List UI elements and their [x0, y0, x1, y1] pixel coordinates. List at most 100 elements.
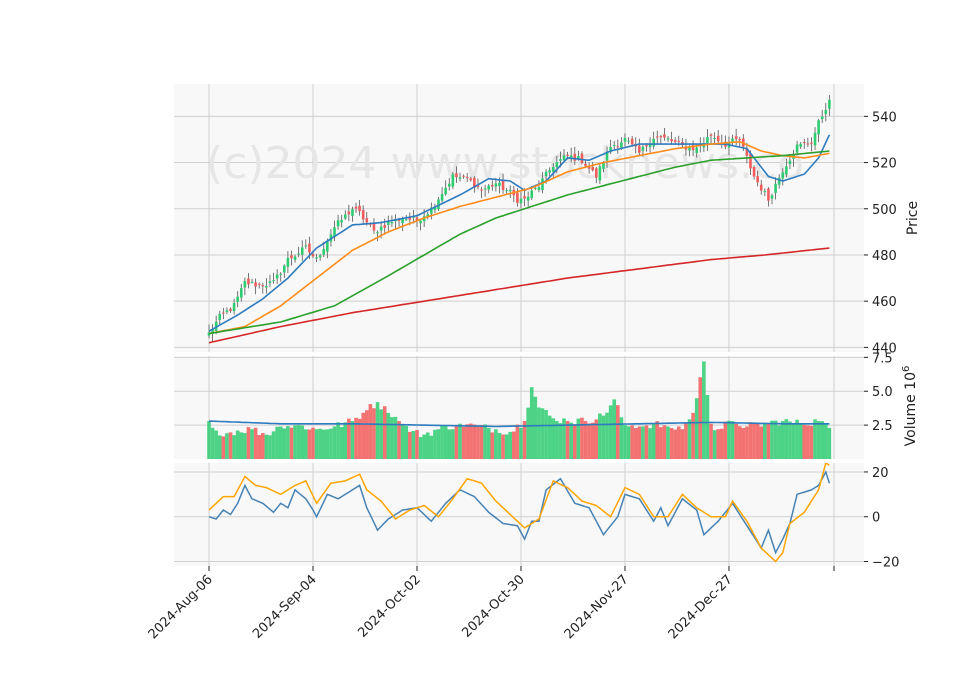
volume-bar: [723, 421, 728, 459]
volume-bar: [684, 423, 688, 459]
volume-bar: [515, 424, 520, 459]
volume-y-tick-label: 5.0: [872, 385, 893, 400]
volume-axis-label: Volume 106: [901, 366, 919, 447]
candle-body: [559, 159, 562, 161]
candle-body: [469, 178, 473, 181]
volume-bar: [508, 431, 513, 459]
volume-bar: [529, 387, 534, 459]
volume-bar: [275, 426, 279, 459]
candle-body: [688, 147, 691, 151]
ma_slow-line: [208, 150, 830, 335]
volume-bar: [232, 435, 236, 459]
volume-bar: [651, 423, 656, 459]
volume-bar: [641, 426, 645, 459]
candle-body: [247, 278, 250, 285]
volume-bar: [433, 429, 437, 459]
candle-body: [745, 148, 749, 156]
volume-bar: [411, 431, 416, 459]
candle-body: [799, 143, 802, 147]
osc-y-tick-label: 20: [872, 466, 889, 481]
volume-bar: [608, 405, 613, 459]
volume-bar: [519, 427, 523, 459]
candle-body: [318, 255, 322, 258]
candle-body: [781, 172, 785, 179]
volume-bar: [325, 429, 330, 459]
candle-body: [243, 281, 247, 288]
volume-bar: [497, 432, 502, 459]
volume-bar: [698, 377, 703, 459]
candle-body: [774, 183, 777, 193]
volume-bar: [734, 423, 738, 459]
volume-bar: [669, 428, 674, 459]
volume-bar: [730, 421, 735, 459]
volume-bar: [798, 423, 803, 459]
candle-body: [401, 218, 404, 224]
volume-bar: [314, 429, 319, 459]
volume-bar: [504, 434, 509, 459]
volume-bar: [429, 435, 434, 459]
volume-bar: [598, 413, 602, 459]
candle-body: [767, 188, 770, 201]
volume-bar: [461, 426, 466, 459]
candle-body: [566, 154, 569, 156]
candle-body: [530, 190, 534, 198]
candle-body: [340, 220, 343, 223]
price-y-tick-label: 480: [872, 249, 897, 264]
volume-bar: [368, 404, 373, 459]
candle-body: [490, 184, 494, 187]
price-panel: [174, 84, 864, 352]
volume-bar: [777, 425, 781, 459]
volume-bar: [425, 432, 430, 459]
candle-body: [444, 187, 447, 195]
volume-bar: [361, 412, 365, 459]
volume-bar: [809, 425, 814, 459]
volume-bar: [264, 434, 269, 459]
candle-body: [638, 145, 641, 153]
volume-y-tick-label: 7.5: [872, 351, 893, 366]
volume-bar: [289, 427, 294, 459]
candle-body: [297, 253, 300, 255]
volume-bar: [451, 429, 455, 459]
volume-bar: [494, 429, 498, 459]
volume-series: [207, 361, 832, 459]
candle-body: [304, 245, 308, 247]
volume-bar: [580, 417, 584, 459]
candle-body: [275, 274, 279, 279]
candle-body: [333, 227, 336, 237]
candle-body: [534, 187, 537, 189]
candle-body: [218, 313, 222, 320]
volume-bar: [372, 408, 376, 459]
volume-bar: [691, 412, 695, 459]
candle-body: [777, 177, 781, 185]
candle-body: [605, 151, 609, 161]
candle-body: [731, 138, 734, 142]
candle-body: [494, 183, 498, 187]
volume-bar: [347, 418, 351, 459]
volume-bar: [354, 417, 358, 459]
volume-bar: [343, 422, 348, 459]
volume-bar: [745, 426, 749, 459]
candle-body: [351, 209, 354, 216]
volume-bar: [562, 418, 566, 459]
volume-bar: [318, 428, 322, 459]
candle-body: [300, 247, 304, 255]
candle-body: [580, 153, 584, 164]
volume-bar: [443, 425, 448, 459]
price-axis-label: Price: [905, 201, 921, 235]
volume-bar: [558, 423, 563, 459]
volume-bar: [390, 417, 394, 459]
candle-body: [817, 120, 820, 135]
candle-body: [232, 303, 236, 311]
candle-body: [283, 265, 286, 273]
candle-body: [347, 211, 351, 215]
volume-bar: [465, 424, 469, 459]
volume-bar: [357, 418, 362, 459]
candle-body: [555, 162, 559, 168]
volume-bar: [662, 425, 667, 459]
candle-body: [315, 257, 318, 259]
candle-body: [749, 153, 752, 169]
volume-bar: [332, 426, 337, 459]
candle-body: [537, 187, 541, 190]
candle-body: [261, 285, 265, 287]
